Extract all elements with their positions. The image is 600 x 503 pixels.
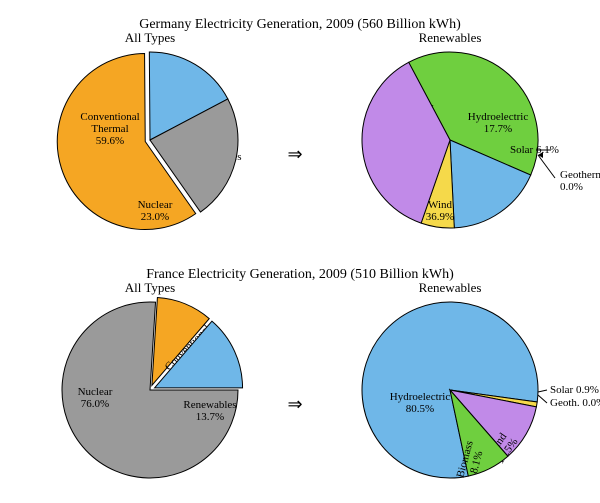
- germany-title: Germany Electricity Generation, 2009 (56…: [139, 17, 461, 32]
- svg-text:Solar 6.1%: Solar 6.1%: [510, 144, 559, 156]
- germany-ren-label-2: Solar 6.1%: [510, 144, 559, 156]
- germany-ren-callout-3: [538, 155, 555, 178]
- france-ren-callout-1: [538, 390, 547, 392]
- svg-text:36.9%: 36.9%: [426, 211, 454, 223]
- svg-text:Renewables: Renewables: [183, 399, 236, 411]
- svg-text:Thermal: Thermal: [91, 123, 128, 135]
- svg-text:76.0%: 76.0%: [81, 398, 109, 410]
- germany-arrow: ⇒: [287, 144, 302, 164]
- svg-text:Wind: Wind: [428, 199, 452, 211]
- france-ren-callout-2: [538, 395, 547, 403]
- france-arrow: ⇒: [287, 394, 302, 414]
- svg-text:23.0%: 23.0%: [141, 211, 169, 223]
- svg-text:0.0%: 0.0%: [560, 181, 583, 193]
- svg-text:13.7%: 13.7%: [196, 411, 224, 423]
- chart-canvas: Germany Electricity Generation, 2009 (56…: [0, 0, 600, 503]
- france-ren-subtitle: Renewables: [419, 280, 482, 295]
- france-ren-label-2: Geoth. 0.0%: [550, 397, 600, 409]
- svg-text:Geoth. 0.0%: Geoth. 0.0%: [550, 397, 600, 409]
- france-ren-label-1: Solar 0.9%: [550, 384, 599, 396]
- svg-text:Geothermal: Geothermal: [560, 169, 600, 181]
- svg-text:Solar 0.9%: Solar 0.9%: [550, 384, 599, 396]
- svg-text:59.6%: 59.6%: [96, 135, 124, 147]
- germany-ren-subtitle: Renewables: [419, 30, 482, 45]
- germany-ren-label-3: Geothermal0.0%: [560, 169, 600, 193]
- svg-text:Conventional: Conventional: [80, 111, 139, 123]
- svg-text:17.7%: 17.7%: [484, 123, 512, 135]
- svg-text:80.5%: 80.5%: [406, 403, 434, 415]
- germany-ren-label-4: Wind36.9%: [426, 199, 454, 223]
- germany-all-subtitle: All Types: [125, 30, 176, 45]
- france-title: France Electricity Generation, 2009 (510…: [146, 267, 454, 282]
- france-all-label-0: Nuclear76.0%: [78, 386, 113, 410]
- svg-text:Hydroelectric: Hydroelectric: [390, 391, 451, 403]
- svg-text:Nuclear: Nuclear: [78, 386, 113, 398]
- germany-all-label-2: Nuclear23.0%: [138, 199, 173, 223]
- svg-text:Hydroelectric: Hydroelectric: [468, 111, 529, 123]
- france-all-subtitle: All Types: [125, 280, 176, 295]
- svg-text:Nuclear: Nuclear: [138, 199, 173, 211]
